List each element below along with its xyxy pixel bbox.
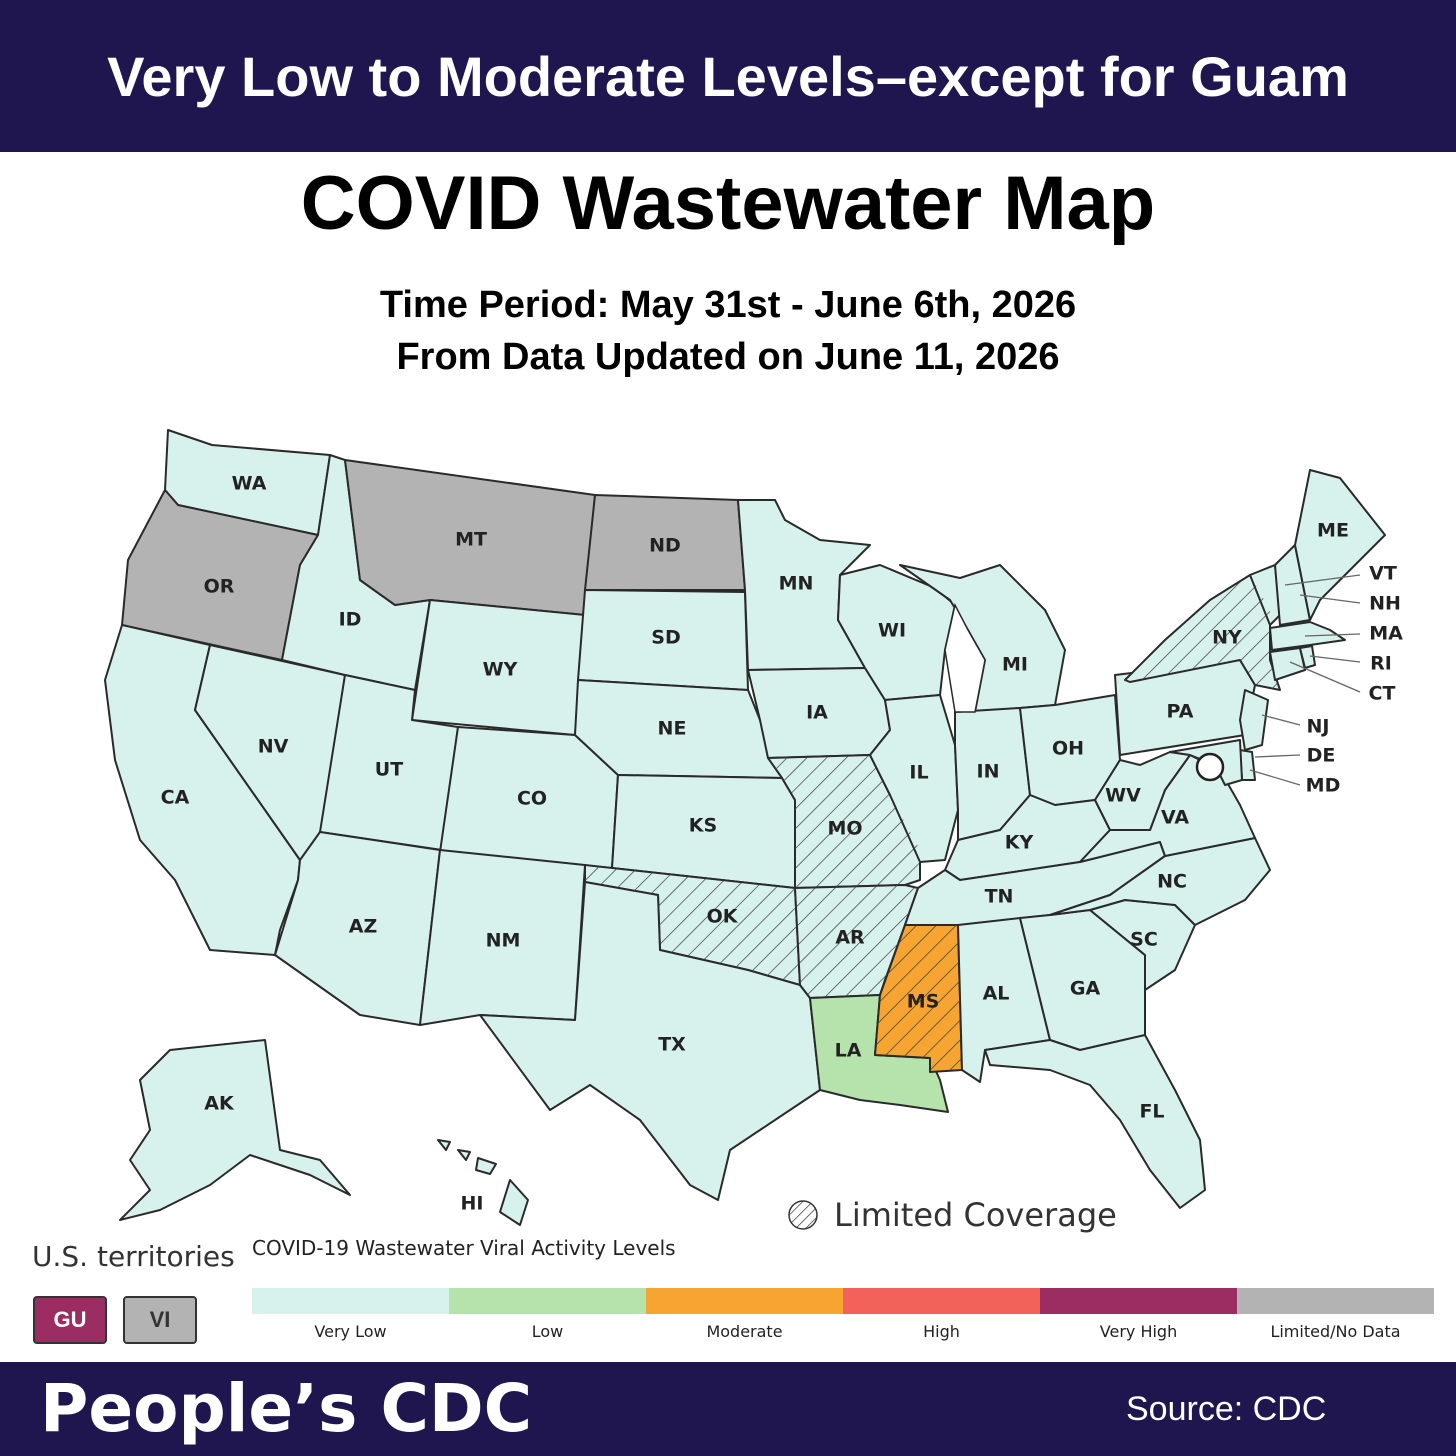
label-WA: WA [232,473,267,495]
label-MS: MS [907,991,940,1013]
limited-coverage-label: Limited Coverage [834,1196,1117,1234]
label-CA: CA [161,787,190,809]
legend-color-bar [252,1288,1434,1314]
label-WI: WI [878,620,906,642]
legend-swatch-very-low [252,1288,449,1314]
label-IA: IA [806,702,828,724]
legend-label: Limited/No Data [1270,1322,1401,1341]
label-NH: NH [1369,593,1401,615]
label-ND: ND [649,535,681,557]
label-SD: SD [651,627,680,649]
label-MN: MN [779,573,814,595]
label-MI: MI [1002,654,1028,676]
state-AK[interactable] [119,1039,351,1221]
label-MD: MD [1306,775,1341,797]
label-OR: OR [204,576,235,598]
dc-marker [1195,752,1225,782]
legend-label: Low [531,1322,564,1341]
territory-GU[interactable]: GU [33,1296,107,1344]
label-HI: HI [461,1193,484,1215]
hatch-OK [585,865,800,985]
label-ME: ME [1317,520,1349,542]
time-period: Time Period: May 31st - June 6th, 2026 [379,284,1077,326]
label-CO: CO [517,788,547,810]
state-IL[interactable] [869,694,959,863]
label-KS: KS [689,815,717,837]
label-AL: AL [983,983,1010,1005]
label-AZ: AZ [349,916,377,938]
state-NJ[interactable] [1239,689,1269,751]
label-DE: DE [1307,745,1336,767]
hatch-MO [768,755,920,888]
label-WY: WY [483,659,518,681]
territory-code: VI [149,1307,171,1332]
source-credit: Source: CDC [1126,1390,1327,1428]
legend-swatch-moderate [646,1288,843,1314]
label-NE: NE [658,718,687,740]
label-MO: MO [827,818,862,840]
legend-labels: Very Low Low Moderate High Very High Lim… [252,1322,1434,1341]
label-OH: OH [1052,738,1084,760]
legend-label: High [923,1322,960,1341]
label-IL: IL [909,762,928,784]
map-title: COVID Wastewater Map [300,161,1156,246]
label-NC: NC [1157,871,1187,893]
label-MT: MT [455,529,487,551]
label-MA: MA [1369,623,1403,645]
state-MD[interactable] [1169,739,1243,786]
legend-title: COVID-19 Wastewater Viral Activity Level… [252,1236,676,1260]
legend-swatch-high [843,1288,1040,1314]
label-FL: FL [1139,1101,1164,1123]
legend-swatch-very-high [1040,1288,1237,1314]
label-VT: VT [1369,563,1397,585]
label-TX: TX [658,1034,686,1056]
state-CT[interactable] [1269,647,1306,681]
label-GA: GA [1070,978,1101,1000]
label-NM: NM [486,930,521,952]
footer-banner [0,1362,1456,1456]
territory-code: GU [53,1307,87,1332]
state-WI[interactable] [837,564,956,701]
territory-VI[interactable]: VI [123,1296,197,1344]
label-AK: AK [204,1093,235,1115]
data-updated: From Data Updated on June 11, 2026 [396,336,1060,378]
legend-label: Moderate [706,1322,783,1341]
label-CT: CT [1369,683,1396,705]
label-LA: LA [835,1040,862,1062]
legend-swatch-no-data [1237,1288,1434,1314]
label-UT: UT [375,759,403,781]
territories-title: U.S. territories [32,1240,235,1273]
lake-michigan [944,602,986,713]
label-VA: VA [1161,807,1189,829]
headline-text: Very Low to Moderate Levels–except for G… [107,44,1349,108]
state-ME[interactable] [1294,469,1386,621]
label-IN: IN [977,761,1000,783]
label-NJ: NJ [1307,716,1330,738]
legend-label: Very High [1099,1322,1178,1341]
headline-banner: Very Low to Moderate Levels–except for G… [0,0,1456,152]
state-FL[interactable] [984,1034,1206,1209]
hatch-circle-icon [788,1200,818,1230]
us-map: WA OR CA NV ID MT WY UT CO AZ NM ND SD N… [104,429,1403,1226]
hatch-NY [1125,575,1280,690]
label-OK: OK [707,906,739,928]
label-ID: ID [339,609,362,631]
label-SC: SC [1130,929,1158,951]
label-KY: KY [1005,832,1034,854]
label-WV: WV [1105,785,1141,807]
state-RI[interactable] [1299,645,1316,669]
legend-label: Very Low [314,1322,387,1341]
limited-coverage-legend: Limited Coverage [786,1196,1117,1234]
label-NY: NY [1212,627,1242,649]
brand-logo-text: People’s CDC [40,1370,533,1447]
legend-swatch-low [449,1288,646,1314]
label-RI: RI [1370,653,1392,675]
label-NV: NV [258,736,289,758]
state-HI[interactable] [437,1139,529,1226]
label-PA: PA [1167,701,1194,723]
label-AR: AR [835,927,865,949]
hatch-AR [795,885,918,998]
label-TN: TN [985,886,1014,908]
hatch-MS [875,925,962,1072]
